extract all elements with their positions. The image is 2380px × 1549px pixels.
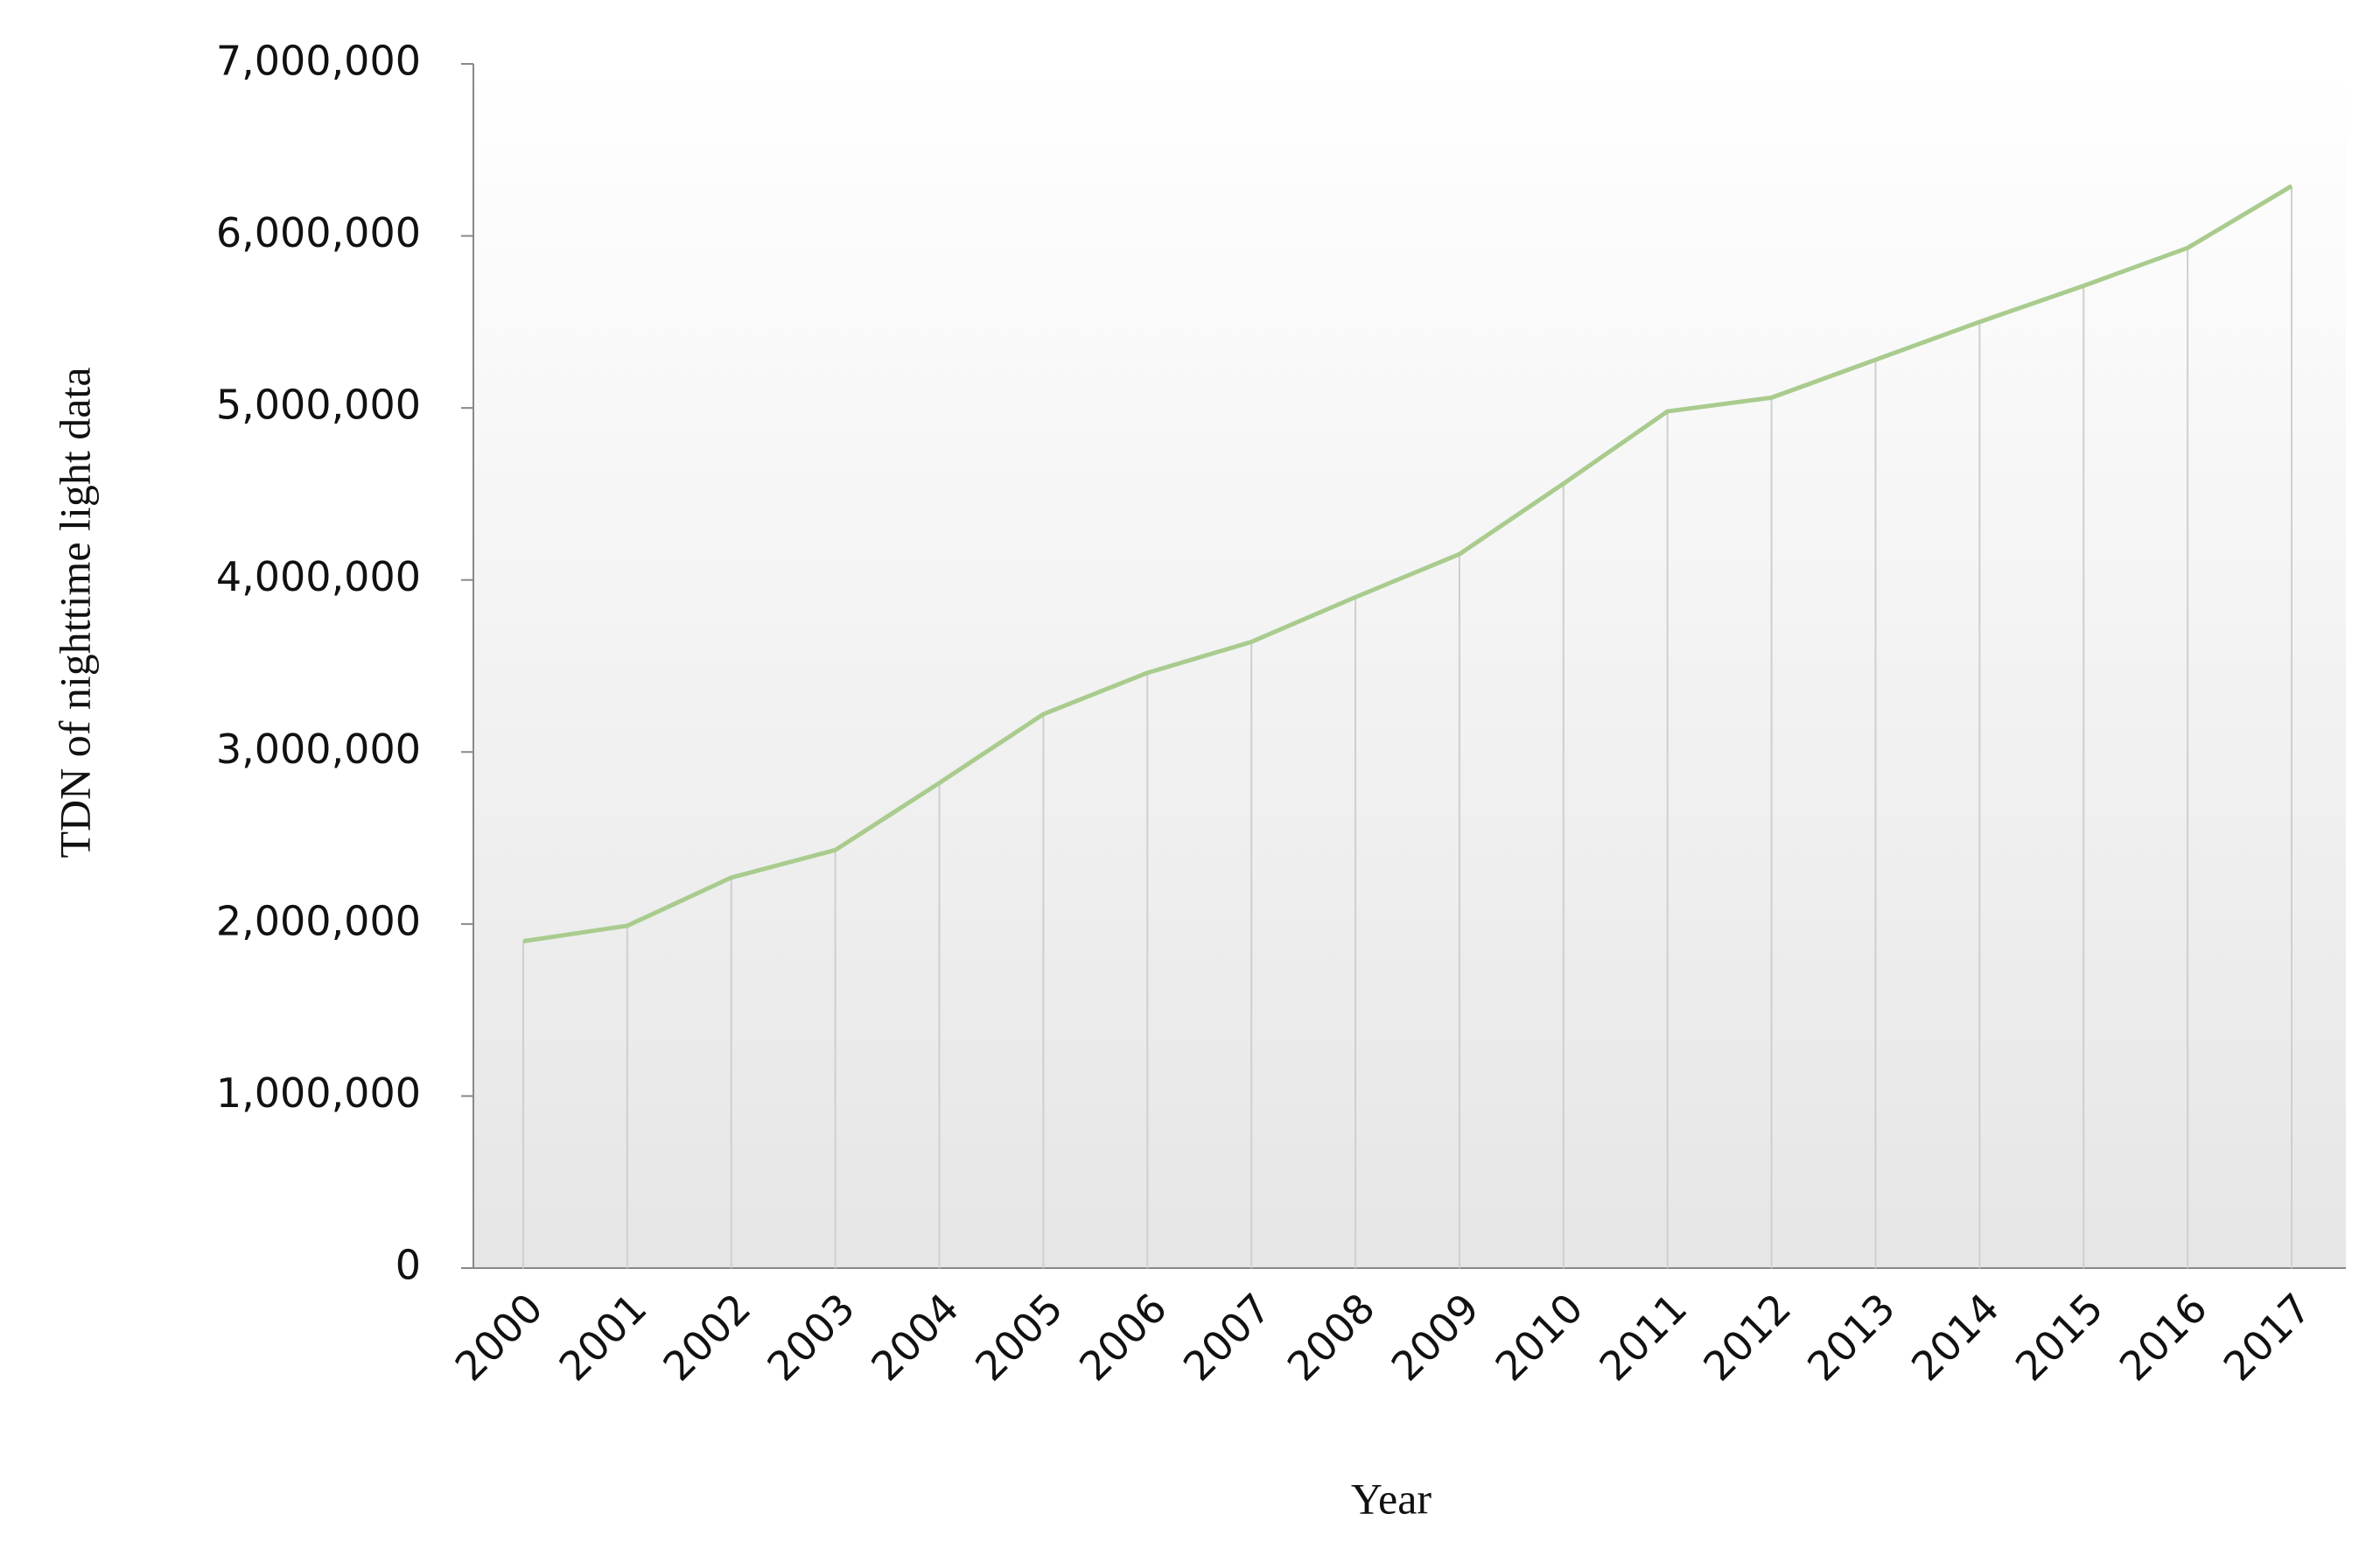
y-tick-label: 2,000,000 [216, 897, 421, 944]
x-tick-label: 2006 [1070, 1284, 1176, 1390]
x-tick-label: 2012 [1694, 1284, 1800, 1390]
plot-background [473, 64, 2346, 1268]
x-tick-label: 2013 [1798, 1284, 1904, 1390]
x-axis-title: Year [1351, 1474, 1432, 1523]
x-tick-label: 2003 [758, 1284, 864, 1390]
x-tick-label: 2016 [2110, 1284, 2216, 1390]
y-tick-label: 3,000,000 [216, 725, 421, 773]
x-tick-label: 2014 [1902, 1284, 2008, 1390]
y-axis-title: TDN of nighttime light data [50, 367, 99, 858]
y-tick-label: 4,000,000 [216, 553, 421, 600]
x-tick-label: 2007 [1174, 1284, 1280, 1390]
data-line [522, 184, 2293, 943]
y-tick-label: 6,000,000 [216, 209, 421, 256]
x-tick-label: 2005 [966, 1284, 1072, 1390]
x-tick-label: 2009 [1382, 1284, 1488, 1390]
y-tick-label: 5,000,000 [216, 382, 421, 429]
x-tick-label: 2001 [550, 1284, 656, 1390]
y-tick-label: 1,000,000 [216, 1069, 421, 1117]
x-tick-label: 2000 [446, 1284, 552, 1390]
y-tick-label: 7,000,000 [216, 38, 421, 85]
x-tick-label: 2017 [2215, 1284, 2320, 1390]
x-tick-label: 2010 [1486, 1284, 1592, 1390]
x-tick-label: 2011 [1590, 1284, 1696, 1390]
y-tick-label: 0 [396, 1242, 421, 1289]
x-tick-label: 2002 [654, 1284, 760, 1390]
x-tick-label: 2008 [1278, 1284, 1384, 1390]
x-tick-label: 2004 [862, 1284, 968, 1390]
x-tick-label: 2015 [2006, 1284, 2112, 1390]
